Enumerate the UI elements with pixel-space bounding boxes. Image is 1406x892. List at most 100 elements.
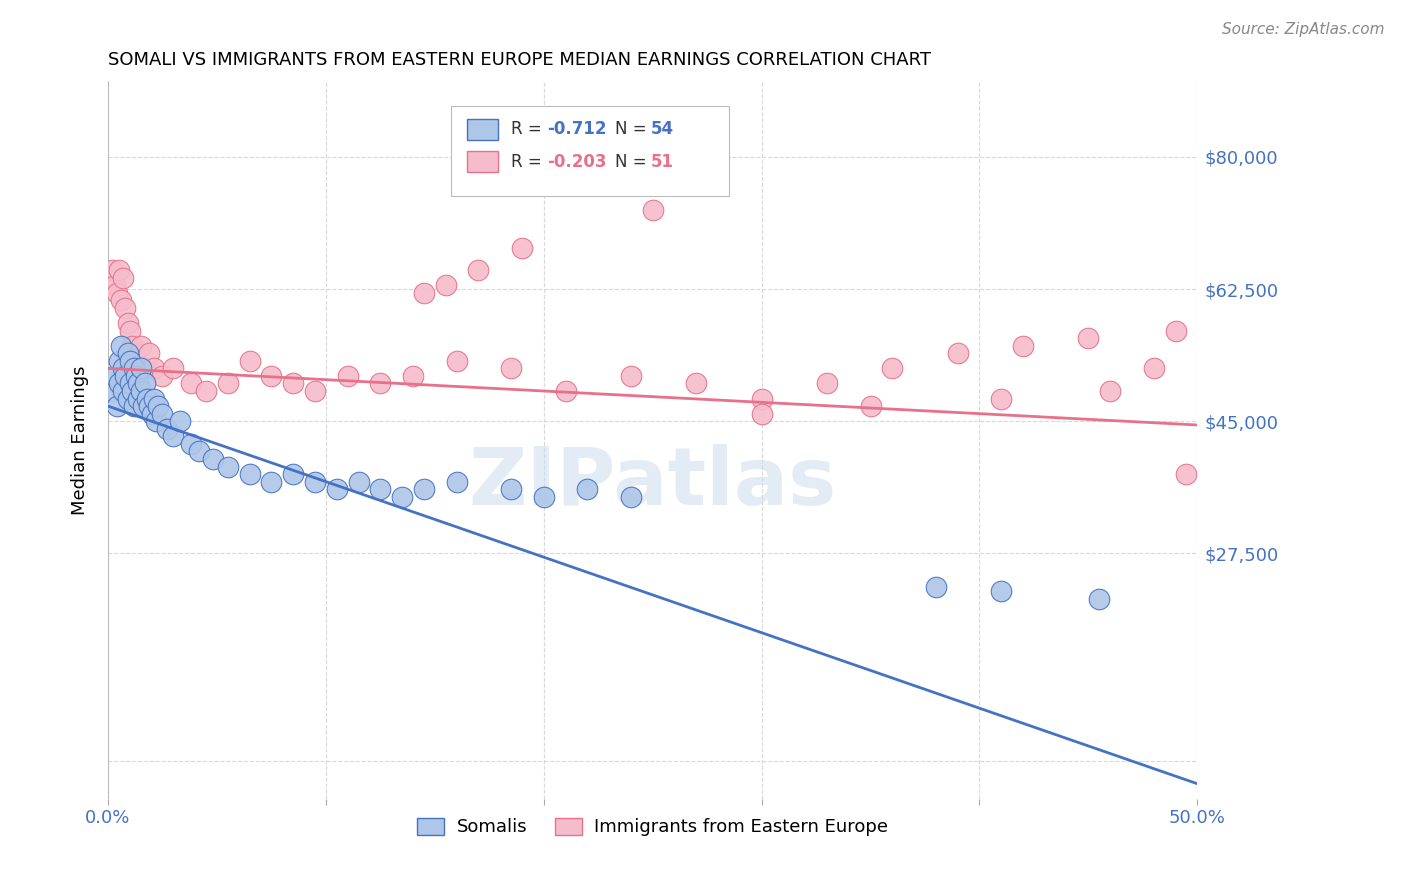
Point [412, 482, 434, 496]
Point [169, 414, 191, 428]
Point [239, 353, 262, 368]
Point [105, 399, 128, 413]
Y-axis label: Median Earnings: Median Earnings [72, 366, 89, 515]
Point [751, 392, 773, 406]
Point [620, 368, 643, 383]
Point [1143, 361, 1166, 376]
Point [283, 467, 305, 481]
Point [815, 376, 838, 391]
Point [108, 353, 131, 368]
Point [152, 407, 174, 421]
Point [122, 399, 145, 413]
Point [118, 376, 141, 391]
Point [499, 482, 522, 496]
Point [110, 339, 132, 353]
Point [326, 482, 349, 496]
Point [134, 376, 156, 391]
FancyBboxPatch shape [467, 151, 498, 172]
Point [103, 278, 125, 293]
Point [336, 368, 359, 383]
Point [467, 263, 489, 277]
Point [108, 376, 131, 391]
Point [195, 384, 218, 398]
Text: 54: 54 [651, 120, 673, 138]
Point [370, 376, 392, 391]
Point [685, 376, 707, 391]
Point [117, 346, 139, 360]
Point [554, 384, 576, 398]
Point [446, 353, 468, 368]
Point [990, 584, 1012, 599]
FancyBboxPatch shape [467, 119, 498, 140]
Point [162, 429, 184, 443]
Point [434, 278, 457, 293]
Text: N =: N = [614, 153, 647, 170]
Point [141, 407, 163, 421]
Point [1099, 384, 1122, 398]
Point [946, 346, 969, 360]
Point [129, 384, 152, 398]
Point [118, 353, 141, 368]
Point [446, 475, 468, 489]
Point [304, 475, 326, 489]
Point [1164, 324, 1187, 338]
Point [412, 285, 434, 300]
Point [239, 467, 262, 481]
Point [1012, 339, 1035, 353]
Point [156, 422, 179, 436]
Point [499, 361, 522, 376]
Point [533, 490, 555, 504]
Point [370, 482, 392, 496]
Point [152, 368, 174, 383]
Text: Source: ZipAtlas.com: Source: ZipAtlas.com [1222, 22, 1385, 37]
Point [101, 263, 124, 277]
Point [122, 346, 145, 360]
Point [180, 376, 202, 391]
Point [620, 490, 643, 504]
Point [391, 490, 413, 504]
Point [859, 399, 882, 413]
Point [117, 392, 139, 406]
Point [217, 376, 239, 391]
Point [105, 285, 128, 300]
Point [117, 316, 139, 330]
Point [990, 392, 1012, 406]
Point [112, 361, 135, 376]
Point [103, 368, 125, 383]
Point [132, 399, 155, 413]
Point [112, 270, 135, 285]
Point [188, 444, 211, 458]
Text: SOMALI VS IMMIGRANTS FROM EASTERN EUROPE MEDIAN EARNINGS CORRELATION CHART: SOMALI VS IMMIGRANTS FROM EASTERN EUROPE… [108, 51, 931, 69]
Point [121, 339, 143, 353]
Point [142, 361, 165, 376]
FancyBboxPatch shape [451, 106, 728, 196]
Point [402, 368, 425, 383]
Point [142, 392, 165, 406]
Point [1175, 467, 1198, 481]
Point [138, 399, 160, 413]
Point [925, 580, 948, 594]
Point [114, 301, 136, 315]
Point [146, 399, 169, 413]
Point [201, 452, 224, 467]
Point [128, 392, 150, 406]
Point [260, 368, 283, 383]
Text: N =: N = [614, 120, 647, 138]
Point [217, 459, 239, 474]
Point [129, 361, 152, 376]
Point [1088, 591, 1111, 606]
Point [347, 475, 370, 489]
Point [304, 384, 326, 398]
Point [283, 376, 305, 391]
Point [101, 384, 124, 398]
Point [641, 202, 664, 217]
Point [180, 437, 202, 451]
Point [121, 384, 143, 398]
Point [260, 475, 283, 489]
Point [882, 361, 904, 376]
Point [112, 384, 135, 398]
Point [118, 324, 141, 338]
Point [510, 240, 533, 254]
Point [129, 339, 152, 353]
Legend: Somalis, Immigrants from Eastern Europe: Somalis, Immigrants from Eastern Europe [411, 810, 896, 844]
